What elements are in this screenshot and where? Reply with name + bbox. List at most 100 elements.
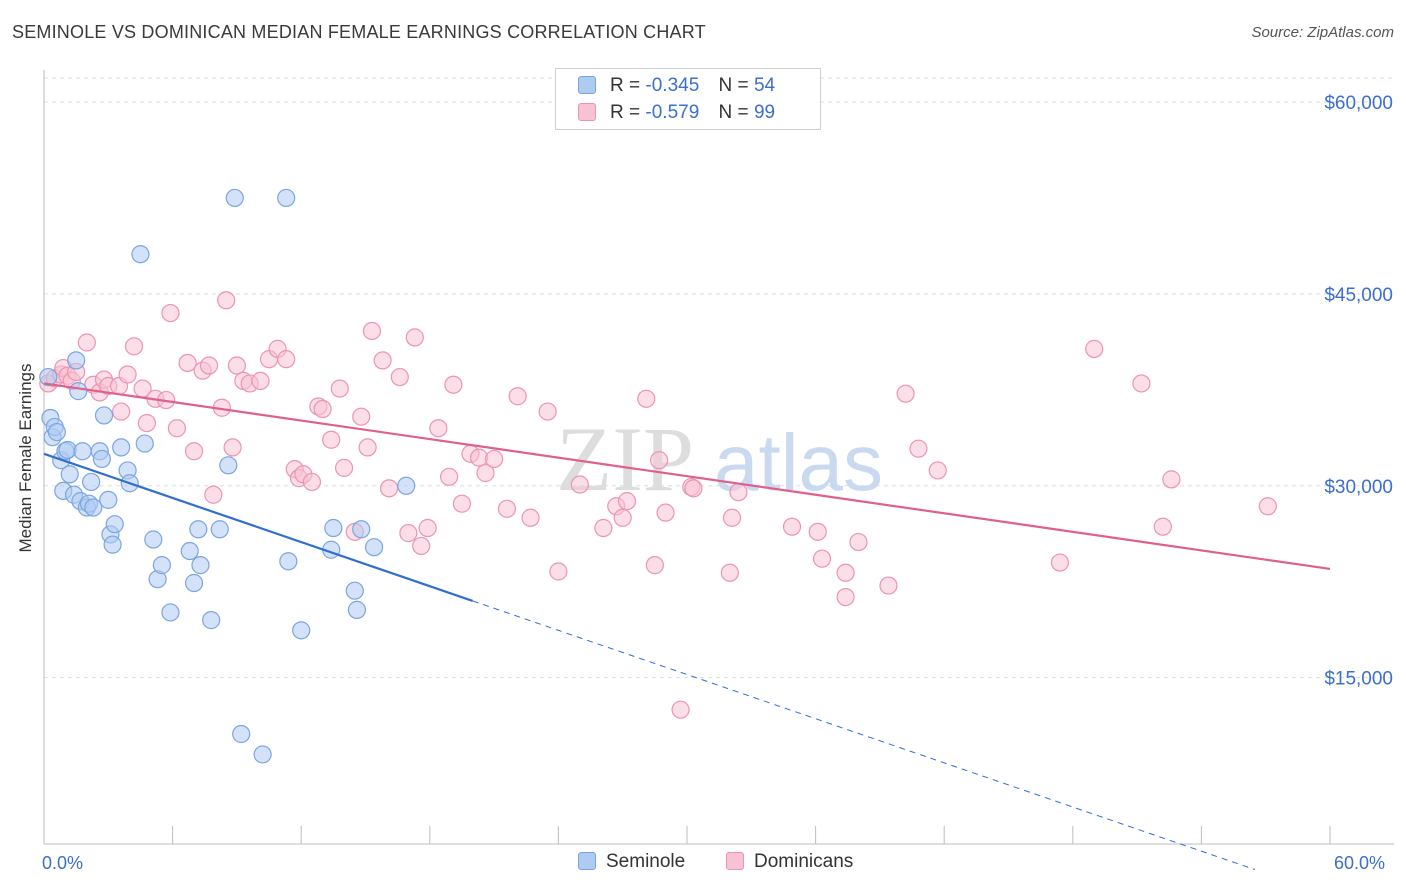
seminole-point [103,535,122,554]
y-tick-label: $45,000 [1324,285,1393,306]
seminole-point [105,515,124,534]
dominican-point [849,532,868,552]
seminole-point [92,449,111,469]
seminole-point [99,490,118,509]
seminole-point [324,518,343,538]
dominican-point [497,499,517,518]
dominican-point [896,384,915,403]
seminole-n-value: 54 [753,75,776,96]
dominican-point [538,402,557,421]
x-tick-label-max: 60.0% [1334,853,1386,873]
watermark: ZIP atlas [556,408,883,510]
dominican-point [399,524,418,543]
dominican-point [373,351,392,370]
seminole-point [69,382,88,401]
bottom-seminole-label: Seminole [606,851,686,872]
seminole-trend-extension [472,600,1256,871]
dominican-point [836,587,855,607]
dominican-point [178,353,197,373]
dominican-point [313,399,332,419]
seminole-swatch [578,76,596,94]
correlation-legend: R = -0.345 N = 54 R = -0.579 N = 99 [555,68,821,130]
seminole-point [84,498,103,517]
seminole-point [94,406,114,425]
dominican-point [650,451,669,470]
dominican-point [452,494,472,513]
dominican-point [322,430,341,449]
dominican-point [617,492,637,511]
dominican-point [330,379,349,398]
dominican-point [204,485,223,504]
y-tick-label: $15,000 [1324,669,1393,690]
dominican-point [1132,374,1151,393]
dominican-point [570,475,589,494]
dominican-point [1258,497,1277,516]
legend-row-seminole: R = -0.345 N = 54 [578,75,775,97]
dominicans-n-label: N = [718,102,749,123]
bottom-dominicans-swatch [726,852,744,870]
dominican-point [782,517,802,536]
dominican-point [362,321,382,341]
dominican-point [251,371,270,390]
seminole-point [352,520,371,539]
seminole-point [189,520,208,539]
dominican-point [729,483,748,502]
seminole-point [60,465,79,484]
seminole-trend-line [43,452,474,602]
seminole-point [144,530,163,549]
dominican-point [77,333,96,352]
dominican-point [137,413,156,433]
dominican-point [836,563,855,582]
dominican-point [112,402,131,421]
dominican-point [167,419,186,438]
dominican-point [161,303,180,323]
dominican-point [1050,553,1070,572]
seminole-point [347,600,367,619]
dominican-point [684,479,703,498]
seminole-point [253,745,272,764]
dominican-point [812,549,832,568]
dominican-point [1162,470,1181,489]
seminole-point [58,440,77,460]
seminole-point [210,520,229,539]
dominican-point [184,442,204,461]
seminole-point [131,245,150,264]
dominican-point [476,463,495,483]
dominican-point [439,467,459,486]
seminole-point [39,367,58,387]
dominican-point [412,536,431,556]
dominican-point [808,522,827,541]
dominican-trend-line [43,382,1331,571]
dominican-point [645,556,664,575]
bottom-legend-seminole: Seminole [578,851,685,873]
seminole-point [225,188,244,208]
dominican-point [722,508,742,527]
dominican-point [405,328,424,347]
dominican-point [334,458,354,477]
dominican-point [227,356,246,375]
dominican-point [521,508,540,527]
dominican-point [217,291,236,310]
dominican-point [277,350,296,369]
dominican-point [352,407,371,426]
dominicans-swatch [578,103,596,121]
y-tick-labels: $15,000 $30,000 $45,000 $60,000 [1324,93,1393,690]
dominican-point [469,448,489,467]
seminole-point [135,434,154,453]
dominican-point [656,503,675,522]
y-tick-label: $30,000 [1324,477,1393,498]
x-tick-label-min: 0.0% [42,853,84,873]
dominican-point [613,508,632,527]
dominican-point [390,367,409,387]
seminole-point [219,456,238,475]
seminole-point [152,556,171,575]
dominicans-n-value: 99 [753,102,776,123]
dominican-point [671,700,690,719]
dominican-points [39,291,1277,719]
dominican-point [637,389,656,408]
dominican-point [418,518,437,538]
bottom-legend-dominicans: Dominicans [726,851,853,873]
seminole-point [73,442,92,461]
bottom-seminole-swatch [578,852,596,870]
